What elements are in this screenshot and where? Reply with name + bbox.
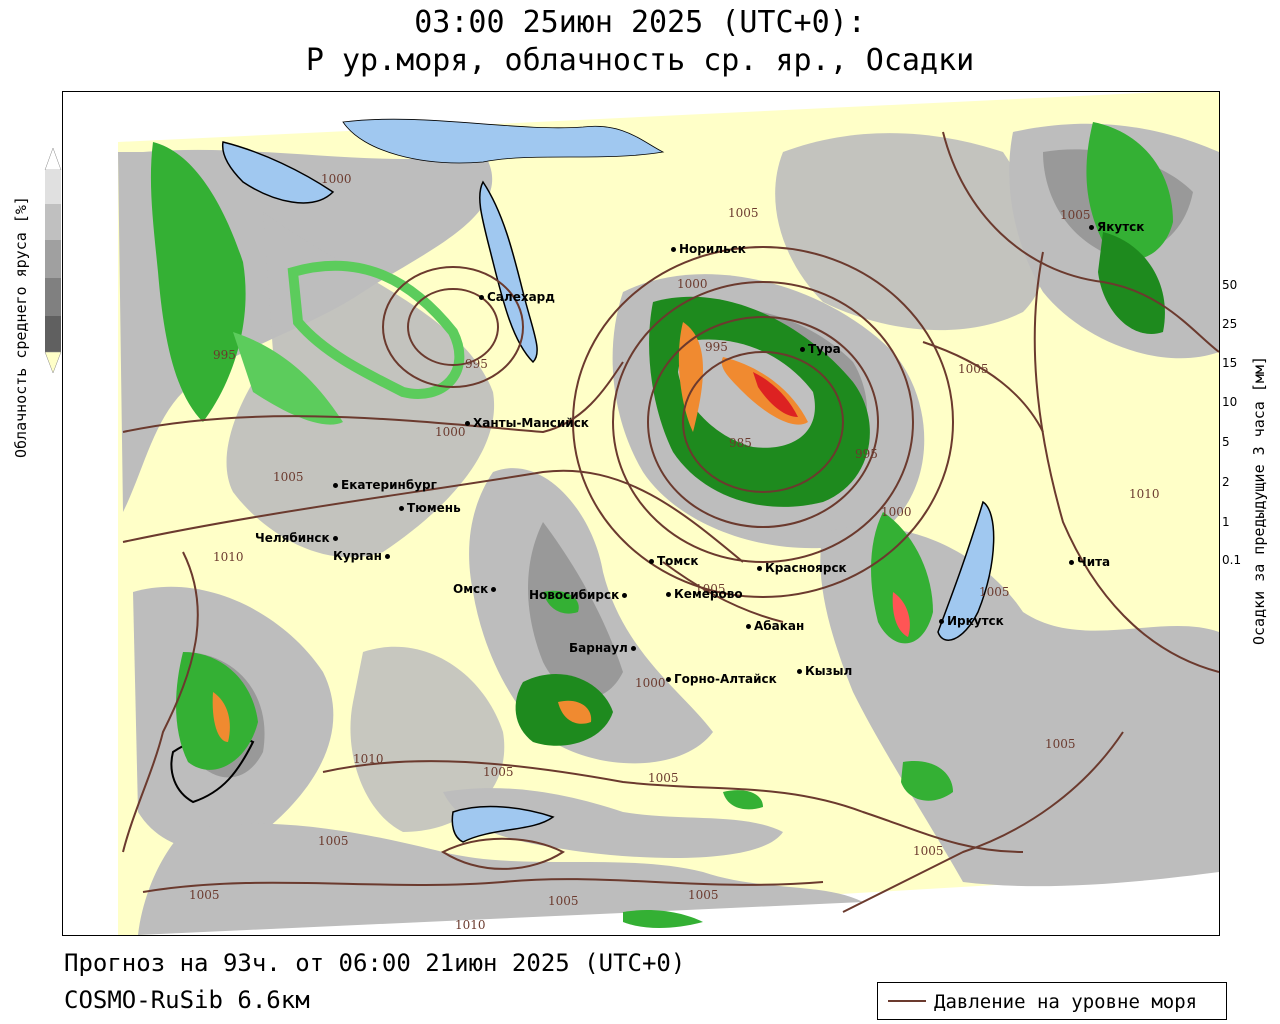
map-title: 03:00 25июн 2025 (UTC+0):: [414, 5, 866, 40]
isobar-label: 1000: [321, 172, 352, 186]
isobar-label: 1000: [435, 425, 466, 439]
isobar-label: 1000: [881, 505, 912, 519]
city-yakutsk: Якутск: [1089, 220, 1144, 234]
precip-tick-10: 10: [1222, 395, 1238, 409]
weather-map: 1000 1005 1005 995 995 1000 1005 1010 10…: [62, 91, 1220, 936]
precip-tick-25: 25: [1222, 317, 1238, 331]
isobar-label: 985: [729, 436, 752, 450]
city-tura: Тура: [800, 342, 841, 356]
city-chelyabinsk: Челябинск: [255, 531, 341, 545]
isobar-label: 1005: [958, 362, 989, 376]
isobar-label: 1010: [1129, 487, 1160, 501]
city-tyumen: Тюмень: [399, 501, 461, 515]
isobar-label: 995: [465, 357, 488, 371]
precip-tick-15: 15: [1222, 356, 1238, 370]
isobar-label: 1005: [318, 834, 349, 848]
city-norilsk: Норильск: [671, 242, 746, 256]
isobar-label: 1005: [728, 206, 759, 220]
cloud-scale-bar: [44, 148, 62, 373]
isobar-label: 1005: [1045, 737, 1076, 751]
isobar-label: 1000: [677, 277, 708, 291]
city-gorno-altaysk: Горно-Алтайск: [666, 672, 777, 686]
precip-tick-2: 2: [1222, 475, 1230, 489]
precip-tick-1: 1: [1222, 515, 1230, 529]
city-khanty-mansiysk: Ханты-Мансийск: [465, 416, 589, 430]
isobar-label: 995: [705, 340, 728, 354]
pressure-legend-label: Давление на уровне моря: [934, 991, 1198, 1013]
isobar-label: 1010: [353, 752, 384, 766]
isobar-label: 1005: [979, 585, 1010, 599]
model-name: COSMO-RuSib 6.6км: [64, 986, 310, 1014]
city-irkutsk: Иркутск: [939, 614, 1004, 628]
isobar-label: 1005: [483, 765, 514, 779]
city-omsk: Омск: [453, 582, 499, 596]
isobar-label: 1010: [455, 918, 486, 932]
city-kemerovo: Кемерово: [666, 587, 743, 601]
cloud-scale-title: Облачность среднего яруса [%]: [12, 196, 30, 458]
isobar-label: 1005: [688, 888, 719, 902]
precip-scale-title: Осадки за предыдущие 3 часа [мм]: [1250, 356, 1268, 645]
precip-tick-5: 5: [1222, 435, 1230, 449]
isobar-label: 1005: [1060, 208, 1091, 222]
city-krasnoyarsk: Красноярск: [757, 561, 847, 575]
forecast-info: Прогноз на 93ч. от 06:00 21июн 2025 (UTC…: [64, 949, 686, 977]
city-salekhard: Салехард: [479, 290, 555, 304]
precip-tick-0-1: 0.1: [1222, 553, 1242, 567]
city-chita: Чита: [1069, 555, 1110, 569]
isobar-label: 1000: [635, 676, 666, 690]
city-barnaul: Барнаул: [569, 641, 639, 655]
isobars: [122, 131, 1219, 913]
city-abakan: Абакан: [746, 619, 804, 633]
city-yekaterinburg: Екатеринбург: [333, 478, 437, 492]
isobar-label: 1005: [913, 844, 944, 858]
city-kurgan: Курган: [333, 549, 393, 563]
map-field: [63, 92, 1219, 935]
city-tomsk: Томск: [649, 554, 699, 568]
map-subtitle: P ур.моря, облачность ср. яр., Осадки: [305, 43, 975, 78]
isobar-label: 1005: [695, 582, 726, 596]
city-kyzyl: Кызыл: [797, 664, 852, 678]
isobar-label: 1010: [213, 550, 244, 564]
precip-layer: [150, 122, 1173, 928]
isobar-label: 1005: [189, 888, 220, 902]
isobar-label: 1005: [548, 894, 579, 908]
isobar-label: 995: [213, 348, 236, 362]
isobar-label: 995: [855, 447, 878, 461]
city-novosibirsk: Новосибирск: [529, 588, 630, 602]
precip-tick-50: 50: [1222, 278, 1238, 292]
isobar-label: 1005: [273, 470, 304, 484]
pressure-legend: Давление на уровне моря: [877, 982, 1227, 1020]
isobar-label: 1005: [648, 771, 679, 785]
pressure-legend-line: [888, 1000, 926, 1002]
